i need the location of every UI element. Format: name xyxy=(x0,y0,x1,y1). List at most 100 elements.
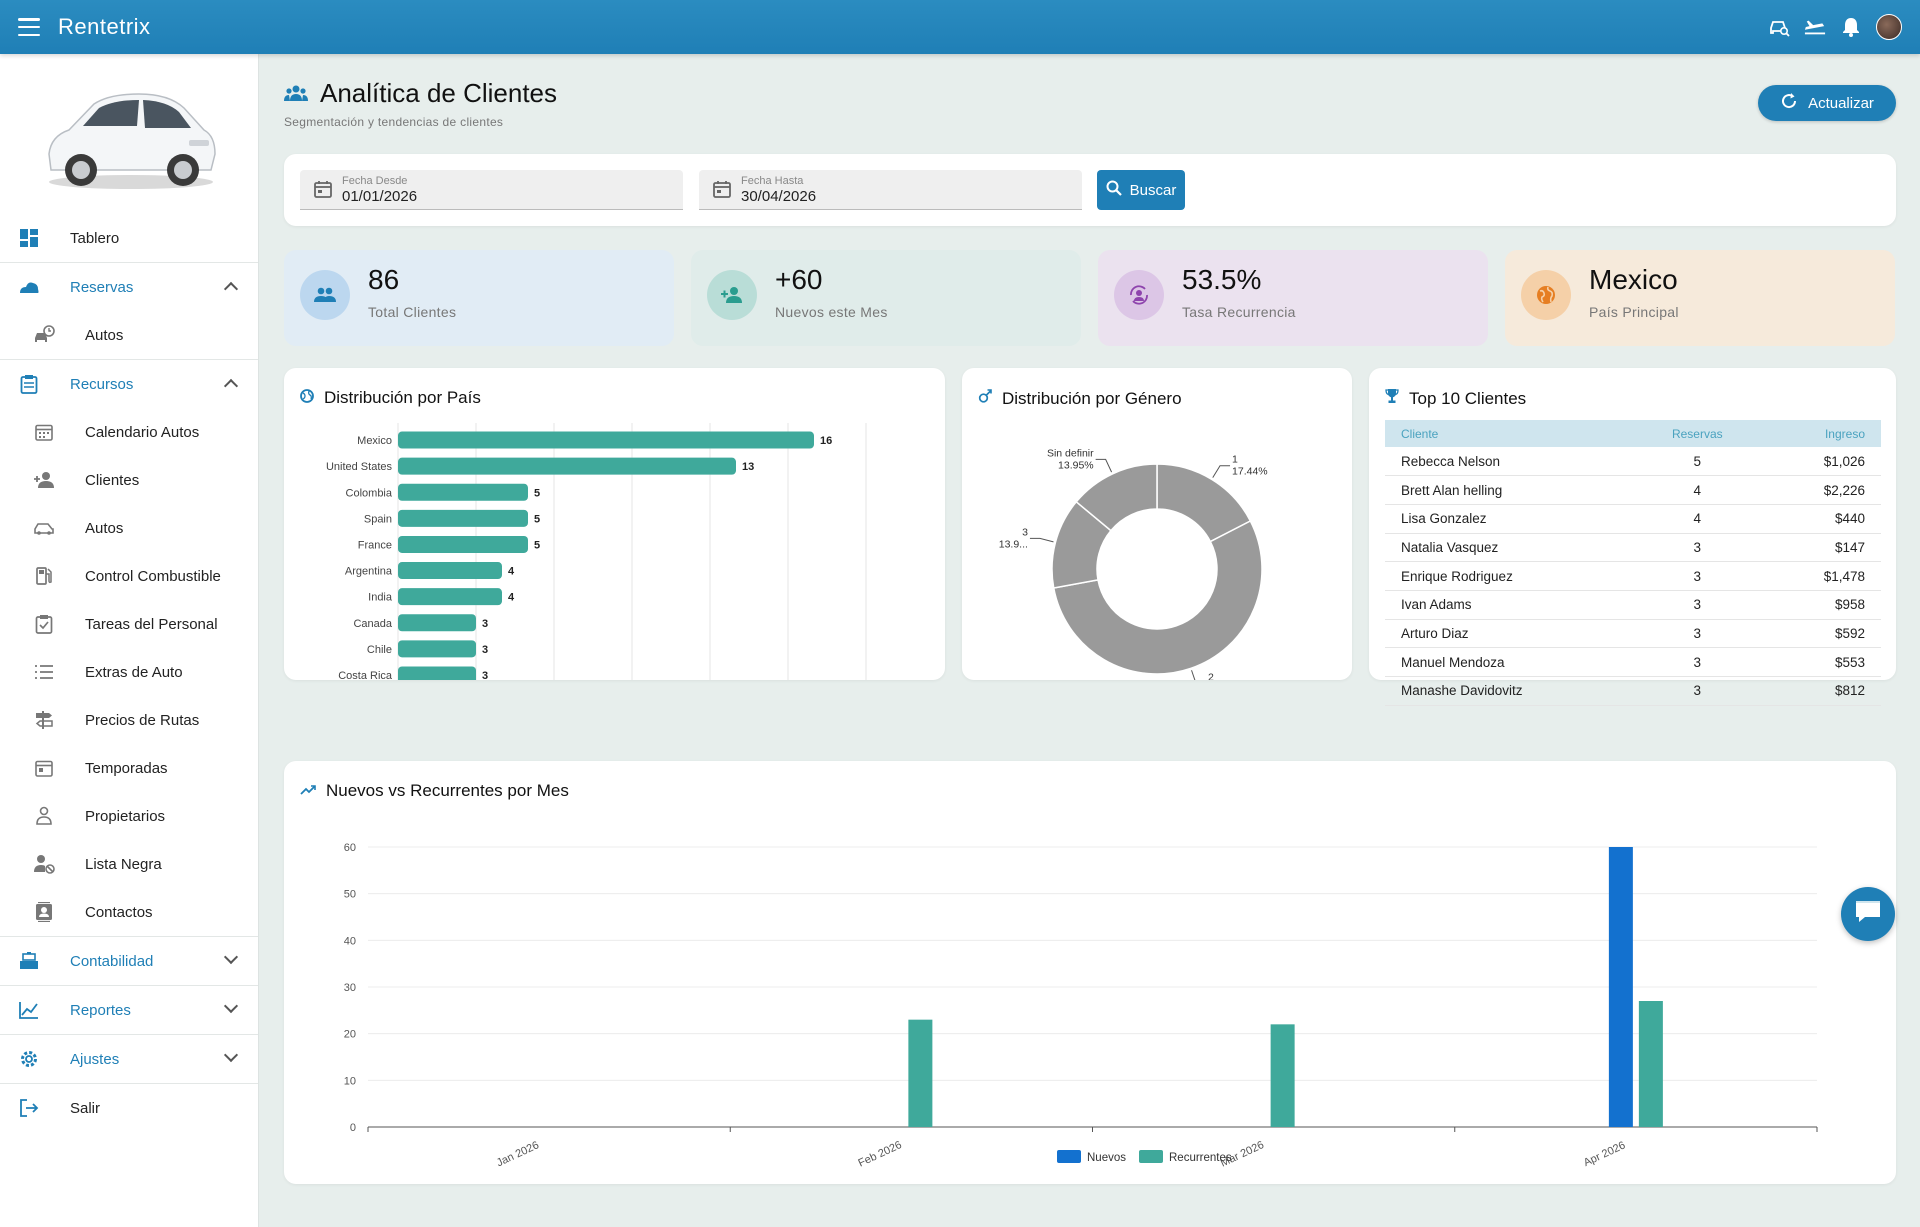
sidebar-item-calendario-autos[interactable]: Calendario Autos xyxy=(0,408,258,456)
data-label: 4 xyxy=(508,592,515,604)
user-avatar[interactable] xyxy=(1876,14,1902,40)
table-row[interactable]: Rebecca Nelson 5 $1,026 xyxy=(1385,447,1881,477)
sidebar-item-autos-reservas[interactable]: Autos xyxy=(0,311,258,359)
chat-button[interactable] xyxy=(1841,887,1895,941)
slice-percent: 17.44% xyxy=(1232,466,1268,478)
calendar-icon[interactable] xyxy=(314,180,332,198)
stat-main-country: Mexico País Principal xyxy=(1505,250,1895,346)
column-header[interactable]: Ingreso xyxy=(1763,420,1881,447)
chevron-down-icon[interactable] xyxy=(223,949,239,965)
gender-distribution-card: Distribución por Género 117.44%254.65%31… xyxy=(962,368,1352,680)
data-label: 3 xyxy=(482,670,488,680)
legend-label: Recurrentes xyxy=(1169,1152,1232,1164)
person-sync-icon xyxy=(1114,270,1164,320)
line-chart-icon xyxy=(18,999,40,1021)
car-search-icon[interactable] xyxy=(1768,16,1790,38)
sidebar-item-control-combustible[interactable]: Control Combustible xyxy=(0,552,258,600)
date-from-value[interactable]: 01/01/2026 xyxy=(342,188,418,205)
bell-icon[interactable] xyxy=(1840,16,1862,38)
legend-swatch xyxy=(1057,1150,1081,1163)
sidebar-item-extras-auto[interactable]: Extras de Auto xyxy=(0,648,258,696)
sidebar-item-label: Recursos xyxy=(70,375,134,393)
page-header: Analítica de Clientes Segmentación y ten… xyxy=(284,78,557,129)
sidebar-item-autos[interactable]: Autos xyxy=(0,504,258,552)
table-header-row: Cliente Reservas Ingreso xyxy=(1385,420,1881,447)
bar xyxy=(908,1019,933,1127)
sidebar-group-reportes[interactable]: Reportes xyxy=(0,986,258,1034)
refresh-icon xyxy=(1780,92,1798,114)
table-row[interactable]: Enrique Rodriguez 3 $1,478 xyxy=(1385,561,1881,591)
sidebar-group-ajustes[interactable]: Ajustes xyxy=(0,1035,258,1083)
country-distribution-card: Distribución por País 0369121518Mexico16… xyxy=(284,368,945,680)
chevron-down-icon[interactable] xyxy=(223,998,239,1014)
sidebar-item-propietarios[interactable]: Propietarios xyxy=(0,792,258,840)
y-tick-label: 60 xyxy=(344,842,356,854)
chevron-up-icon[interactable] xyxy=(223,378,239,394)
y-tick-label: Mexico xyxy=(357,435,392,447)
globe-icon xyxy=(300,388,314,408)
date-from-label: Fecha Desde xyxy=(342,175,408,187)
calendar-icon xyxy=(33,421,55,443)
sidebar-item-lista-negra[interactable]: Lista Negra xyxy=(0,840,258,888)
y-tick-label: Chile xyxy=(367,644,392,656)
sidebar-item-salir[interactable]: Salir xyxy=(0,1084,258,1132)
sidebar-item-precios-rutas[interactable]: Precios de Rutas xyxy=(0,696,258,744)
top-bar: Rentetrix xyxy=(0,0,1920,54)
sidebar-group-recursos[interactable]: Recursos xyxy=(0,360,258,408)
slice-label: 3 xyxy=(1022,526,1028,538)
client-revenue: $2,226 xyxy=(1763,475,1881,505)
client-name: Rebecca Nelson xyxy=(1385,447,1632,477)
hamburger-menu-icon[interactable] xyxy=(18,18,40,36)
plane-icon[interactable] xyxy=(1804,16,1826,38)
date-to-value[interactable]: 30/04/2026 xyxy=(741,188,817,205)
client-name: Ivan Adams xyxy=(1385,590,1632,620)
client-name: Manuel Mendoza xyxy=(1385,647,1632,677)
legend-swatch xyxy=(1139,1150,1163,1163)
data-label: 4 xyxy=(508,566,515,578)
table-row[interactable]: Lisa Gonzalez 4 $440 xyxy=(1385,504,1881,534)
sidebar-group-reservas[interactable]: Reservas xyxy=(0,263,258,311)
client-name: Manashe Davidovitz xyxy=(1385,676,1632,706)
date-from-field[interactable]: Fecha Desde 01/01/2026 xyxy=(300,170,683,210)
search-button[interactable]: Buscar xyxy=(1097,170,1185,210)
main-content: Analítica de Clientes Segmentación y ten… xyxy=(259,54,1920,1227)
bar xyxy=(398,666,476,680)
sidebar-item-label: Salir xyxy=(70,1099,101,1117)
table-row[interactable]: Ivan Adams 3 $958 xyxy=(1385,590,1881,620)
sidebar-item-tareas-personal[interactable]: Tareas del Personal xyxy=(0,600,258,648)
top-clients-card: Top 10 Clientes Cliente Reservas Ingreso… xyxy=(1369,368,1896,706)
table-row[interactable]: Brett Alan helling 4 $2,226 xyxy=(1385,475,1881,505)
monthly-clients-card: Nuevos vs Recurrentes por Mes 0 10 20 30 40 5… xyxy=(284,761,1896,1184)
column-header[interactable]: Reservas xyxy=(1631,420,1764,447)
sidebar-item-label: Contactos xyxy=(85,903,153,921)
sidebar-item-label: Reportes xyxy=(70,1001,131,1019)
app-title: Rentetrix xyxy=(58,14,151,39)
sidebar-item-label: Calendario Autos xyxy=(85,423,200,441)
date-to-field[interactable]: Fecha Hasta 30/04/2026 xyxy=(699,170,1082,210)
refresh-button[interactable]: Actualizar xyxy=(1758,85,1896,121)
sidebar-group-contabilidad[interactable]: Contabilidad xyxy=(0,937,258,985)
sidebar-item-label: Reservas xyxy=(70,278,134,296)
client-name: Arturo Diaz xyxy=(1385,619,1632,649)
y-tick-label: Canada xyxy=(353,618,392,630)
sidebar-item-clientes[interactable]: Clientes xyxy=(0,456,258,504)
y-tick-label: France xyxy=(358,539,392,551)
y-tick-label: Costa Rica xyxy=(338,670,393,680)
stat-value: Mexico xyxy=(1589,264,1678,295)
column-header[interactable]: Cliente xyxy=(1385,420,1632,447)
sidebar-item-contactos[interactable]: Contactos xyxy=(0,888,258,936)
data-label: 5 xyxy=(534,513,540,525)
search-icon xyxy=(1106,180,1122,200)
chevron-down-icon[interactable] xyxy=(223,1047,239,1063)
table-row[interactable]: Manashe Davidovitz 3 $812 xyxy=(1385,676,1881,706)
table-row[interactable]: Natalia Vasquez 3 $147 xyxy=(1385,533,1881,563)
chevron-up-icon[interactable] xyxy=(223,281,239,297)
calendar-icon[interactable] xyxy=(713,180,731,198)
data-label: 3 xyxy=(482,644,488,656)
table-row[interactable]: Arturo Diaz 3 $592 xyxy=(1385,619,1881,649)
sidebar-item-tablero[interactable]: Tablero xyxy=(0,214,258,262)
x-tick-label: Jan 2026 xyxy=(495,1139,541,1169)
sidebar-item-temporadas[interactable]: Temporadas xyxy=(0,744,258,792)
table-row[interactable]: Manuel Mendoza 3 $553 xyxy=(1385,647,1881,677)
